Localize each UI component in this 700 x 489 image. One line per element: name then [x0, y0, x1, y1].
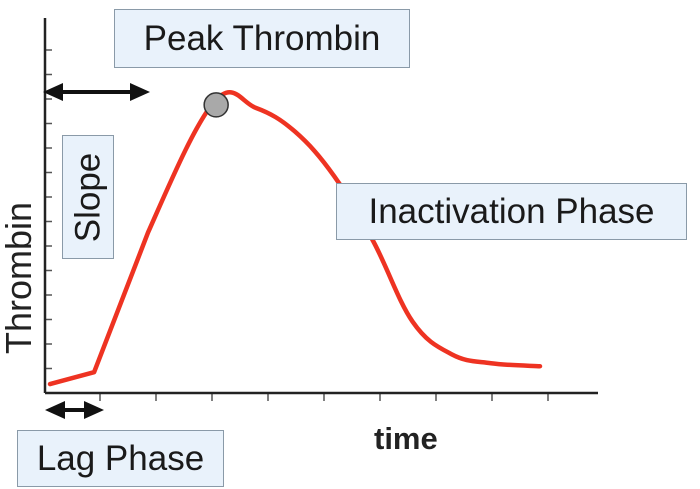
x-axis-title: time [374, 421, 438, 456]
lag-phase-label: Lag Phase [17, 430, 224, 487]
arrow-head-left [43, 83, 63, 101]
arrow-head-left [45, 401, 65, 419]
peak-thrombin-label: Peak Thrombin [114, 9, 410, 68]
arrow-head-right [84, 401, 104, 419]
inactivation-phase-label: Inactivation Phase [336, 183, 687, 240]
peak-marker [203, 92, 229, 118]
time-to-peak-arrow [43, 83, 150, 101]
lag-phase-arrow [45, 401, 104, 419]
slope-label: Slope [62, 135, 114, 259]
y-axis-title: Thrombin [0, 201, 39, 355]
series-layer [47, 90, 543, 387]
phase-arrows [43, 83, 150, 419]
slope-label-text: Slope [68, 152, 108, 242]
arrow-head-right [130, 83, 150, 101]
thrombin-curve [47, 90, 543, 387]
